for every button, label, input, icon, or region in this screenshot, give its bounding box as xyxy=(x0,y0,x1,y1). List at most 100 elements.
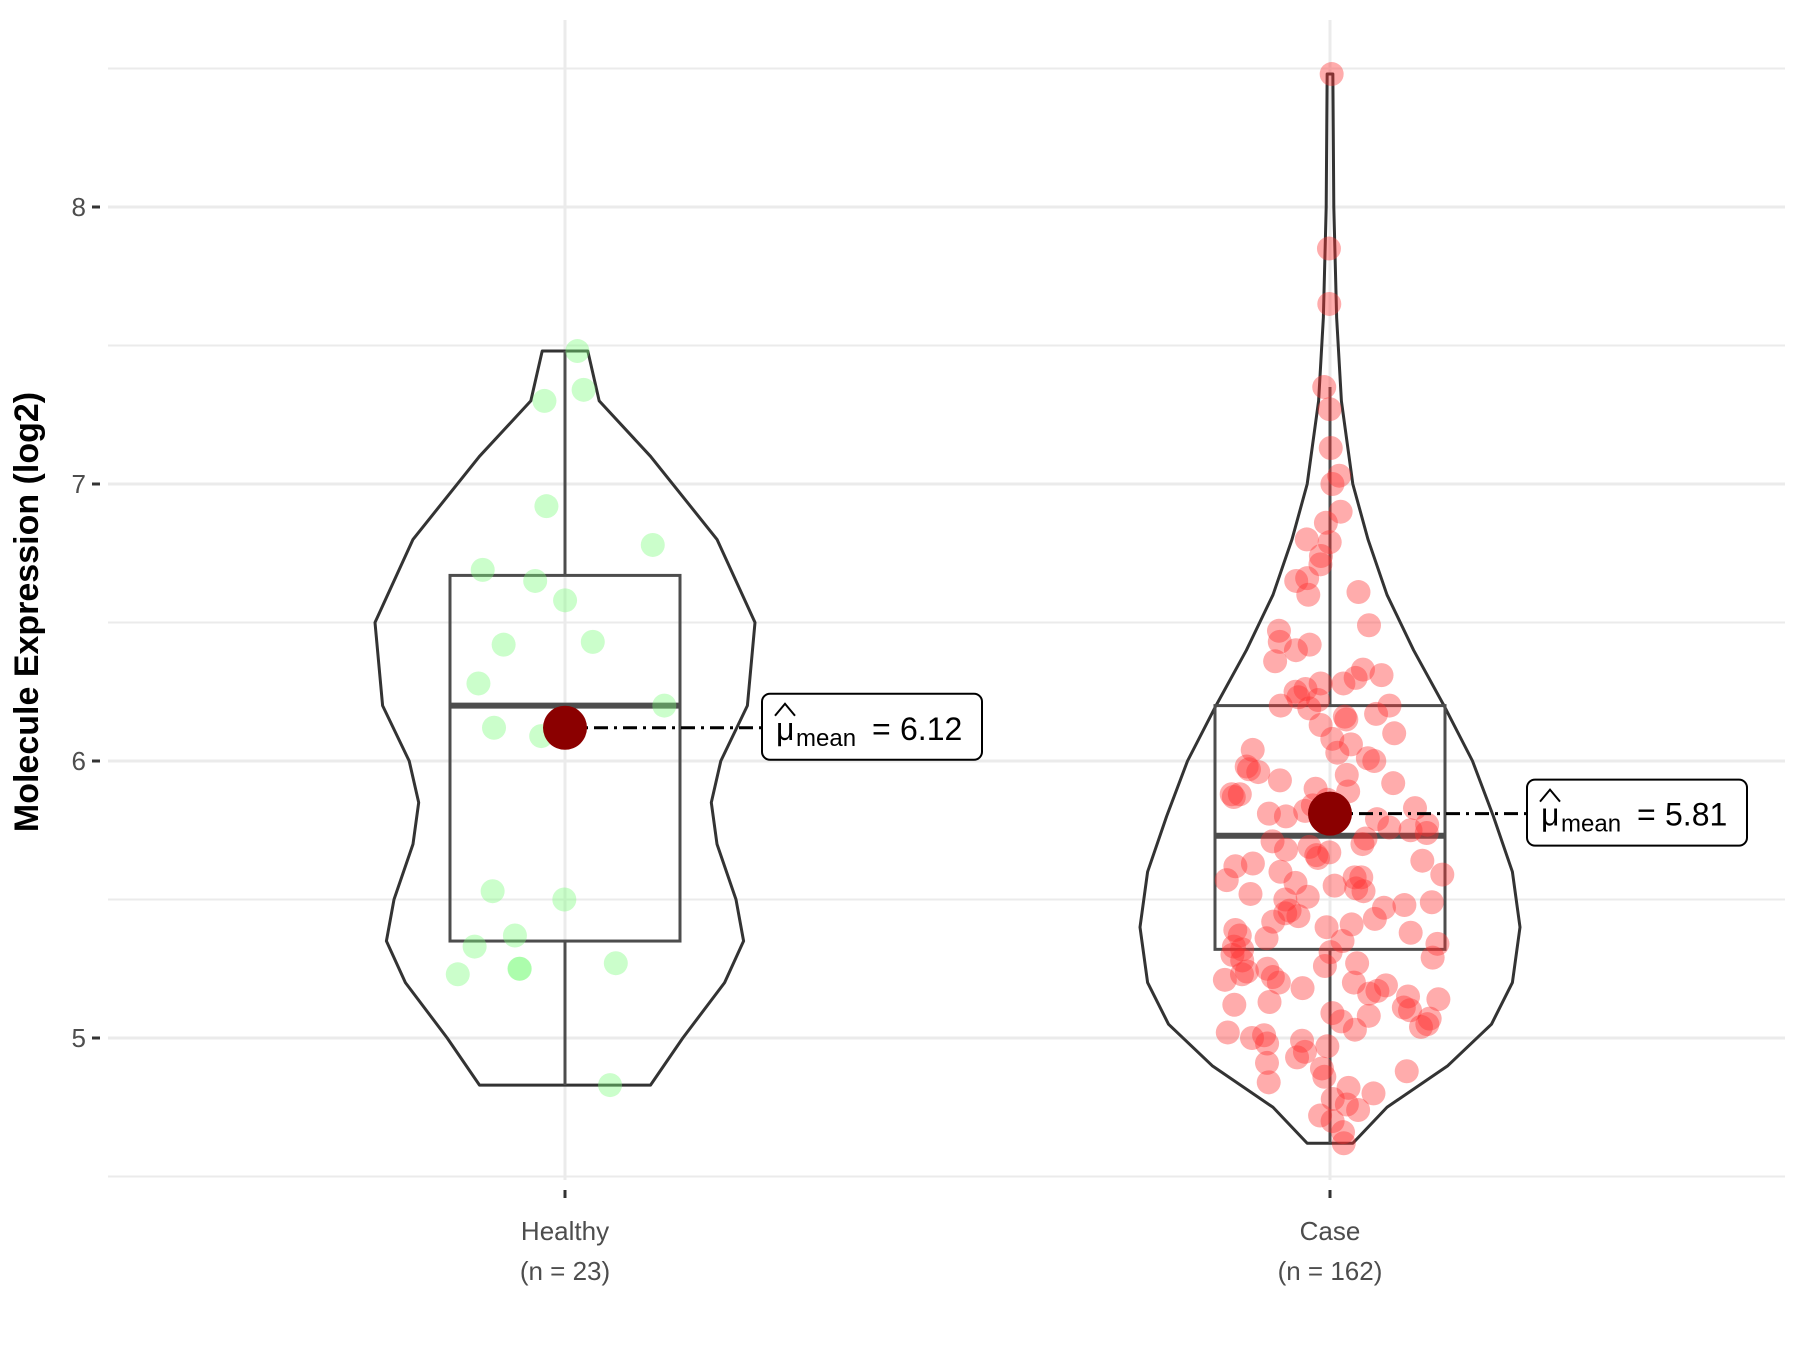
data-point xyxy=(1314,915,1339,940)
mean-label-box xyxy=(1526,778,1748,847)
grid-lines xyxy=(108,20,1785,1180)
box-healthy xyxy=(448,573,682,943)
data-point xyxy=(1394,1059,1419,1084)
data-point xyxy=(1391,995,1416,1020)
data-point xyxy=(1356,613,1381,638)
data-point xyxy=(1373,973,1398,998)
data-point xyxy=(1319,62,1344,87)
mean-value: 5.81 xyxy=(1665,797,1727,833)
data-point xyxy=(1308,712,1333,737)
data-point xyxy=(1293,676,1318,701)
mean-hat xyxy=(1539,788,1561,803)
data-point xyxy=(1345,951,1370,976)
data-point xyxy=(1320,1001,1345,1026)
data-point xyxy=(1365,978,1390,1003)
data-point xyxy=(1331,1131,1356,1156)
data-point xyxy=(1255,1050,1279,1075)
data-point xyxy=(1342,1017,1367,1042)
data-point xyxy=(1377,693,1402,718)
data-point xyxy=(1317,530,1342,555)
data-point xyxy=(1320,1086,1345,1111)
data-point xyxy=(1396,984,1421,1009)
data-point xyxy=(1219,782,1244,807)
data-point xyxy=(1267,768,1292,793)
x-tick-count-0: (n = 23) xyxy=(520,1256,610,1286)
data-point xyxy=(1356,1003,1381,1028)
data-point xyxy=(1294,527,1319,552)
data-point xyxy=(1290,976,1315,1001)
mean-subscript: mean xyxy=(796,725,856,752)
data-point xyxy=(507,956,532,981)
data-point xyxy=(1341,970,1366,995)
data-point xyxy=(1317,397,1342,422)
data-point xyxy=(1223,917,1248,942)
data-point xyxy=(1284,568,1309,593)
data-point xyxy=(1415,812,1440,837)
y-tick-label: 6 xyxy=(72,746,86,776)
data-point xyxy=(1212,967,1237,992)
data-point xyxy=(1329,1009,1354,1034)
data-point xyxy=(502,923,527,948)
data-point xyxy=(1361,1081,1386,1106)
y-tick-label: 8 xyxy=(72,192,86,222)
data-point xyxy=(1285,1045,1310,1070)
data-point xyxy=(603,951,628,976)
data-point xyxy=(1331,1120,1356,1145)
data-point xyxy=(1273,901,1298,926)
data-point xyxy=(1351,879,1376,904)
data-point xyxy=(1392,893,1417,918)
data-point xyxy=(1230,937,1255,962)
data-point xyxy=(1312,1064,1337,1089)
data-point xyxy=(1268,693,1293,718)
data-point xyxy=(1297,632,1322,657)
data-point xyxy=(507,956,532,981)
data-point xyxy=(1254,926,1279,951)
mean-subscript: mean xyxy=(1561,811,1621,838)
data-point xyxy=(1246,760,1271,785)
data-point xyxy=(1338,732,1363,757)
data-point xyxy=(470,557,495,582)
x-tick-count-1: (n = 162) xyxy=(1278,1256,1383,1286)
data-point xyxy=(1255,956,1280,981)
data-point xyxy=(1308,671,1333,696)
data-point xyxy=(1215,1020,1240,1045)
data-point xyxy=(1334,707,1359,732)
data-point xyxy=(1430,862,1455,887)
data-point xyxy=(1306,688,1331,713)
data-point xyxy=(1382,721,1407,746)
data-point xyxy=(1240,737,1265,762)
axes: 5 6 7 8 Healthy (n = 23) Case (n = 162) xyxy=(72,192,1383,1286)
data-point xyxy=(1369,663,1394,688)
data-point xyxy=(1295,566,1320,591)
data-point xyxy=(652,693,677,718)
boxplots xyxy=(448,351,1447,1144)
data-point xyxy=(565,339,590,364)
data-point xyxy=(1308,1103,1333,1128)
data-point xyxy=(1408,1014,1433,1039)
data-point xyxy=(1308,544,1333,569)
data-point xyxy=(1349,865,1374,890)
data-point xyxy=(1346,1098,1371,1123)
data-point xyxy=(1318,940,1343,965)
data-point xyxy=(532,388,557,413)
data-point xyxy=(1286,685,1311,710)
data-point xyxy=(1317,840,1342,865)
data-point xyxy=(482,715,507,740)
data-point xyxy=(1296,582,1321,607)
data-point xyxy=(1309,1056,1334,1081)
data-point xyxy=(1343,665,1368,690)
mean-point xyxy=(1308,791,1352,836)
data-point xyxy=(1227,923,1252,948)
data-point xyxy=(1313,510,1338,535)
data-point xyxy=(1331,671,1356,696)
data-point xyxy=(1334,762,1359,787)
data-point xyxy=(1316,236,1341,261)
data-point xyxy=(1256,1070,1281,1095)
data-point xyxy=(1236,757,1261,782)
x-tick-label-1: Case xyxy=(1300,1216,1361,1246)
data-point xyxy=(1364,701,1389,726)
data-point xyxy=(1334,1092,1359,1117)
data-point xyxy=(1425,931,1450,956)
data-point xyxy=(1325,740,1350,765)
mean-hat xyxy=(774,702,796,717)
